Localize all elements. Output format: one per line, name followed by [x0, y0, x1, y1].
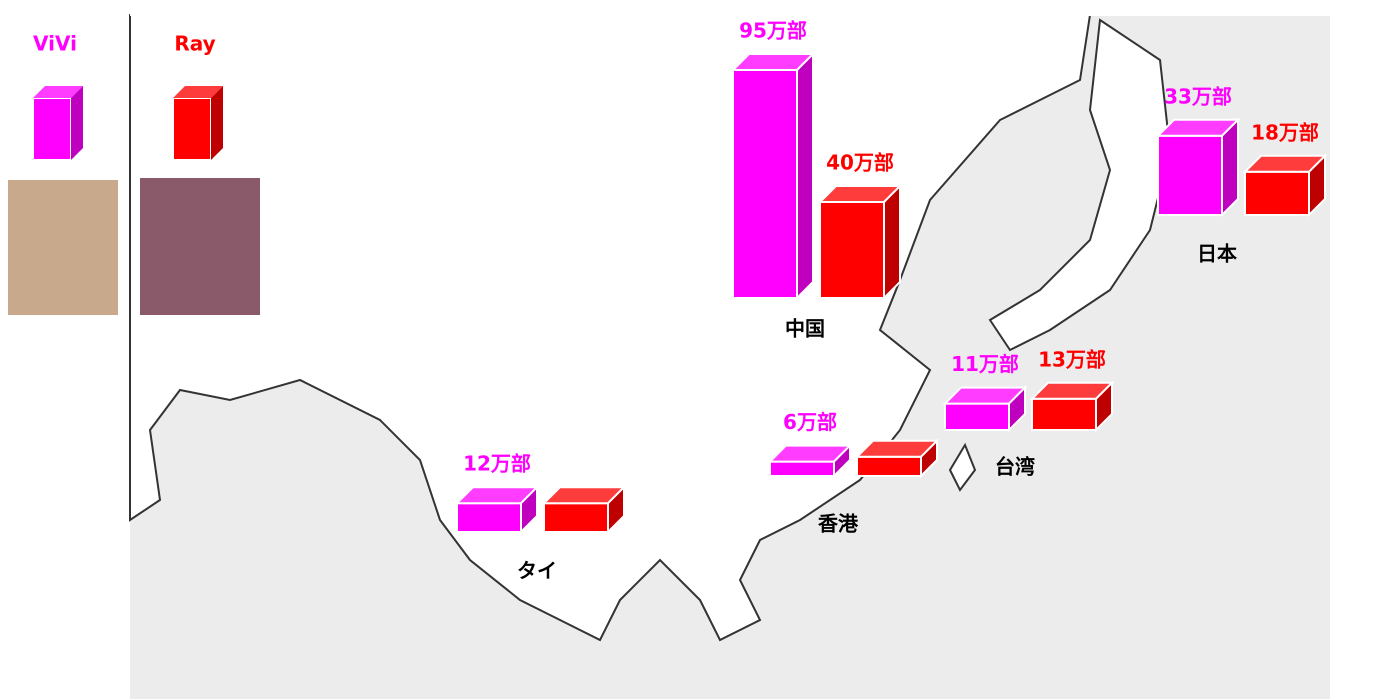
bar-front — [945, 404, 1009, 430]
bar — [770, 446, 850, 476]
legend-label: Ray — [174, 32, 215, 56]
legend-label: ViVi — [33, 32, 77, 56]
legend-swatch-side — [211, 86, 223, 160]
value-label: 40万部 — [826, 151, 894, 175]
bar — [733, 54, 813, 298]
value-label: 18万部 — [1251, 120, 1319, 144]
bar-front — [1032, 399, 1096, 430]
legend-swatch — [33, 98, 71, 160]
bar-front — [1245, 172, 1309, 215]
bar — [544, 487, 624, 532]
bar — [857, 441, 937, 476]
ray-cover — [140, 178, 260, 315]
bar-front — [1158, 136, 1222, 215]
bar — [457, 487, 537, 532]
map — [130, 15, 1330, 699]
value-label: 95万部 — [739, 19, 807, 43]
legend-swatch — [173, 98, 211, 160]
category-label: タイ — [517, 559, 557, 583]
value-label: 6万部 — [783, 410, 837, 434]
category-label: 中国 — [785, 317, 825, 341]
bar-front — [733, 70, 797, 298]
bar — [1158, 120, 1238, 215]
bar-front — [820, 202, 884, 298]
value-label: 33万部 — [1164, 84, 1232, 108]
bar — [820, 186, 900, 298]
bar-side — [884, 186, 900, 298]
value-label: 13万部 — [1038, 347, 1106, 371]
bar-side — [1222, 120, 1238, 215]
value-label: 11万部 — [951, 352, 1019, 376]
bar — [945, 388, 1025, 430]
value-label: 12万部 — [463, 452, 531, 476]
bar — [1245, 156, 1325, 215]
bar-front — [457, 503, 521, 532]
category-label: 香港 — [818, 512, 859, 536]
bar-side — [797, 54, 813, 298]
bar-front — [544, 503, 608, 532]
category-label: 台湾 — [995, 455, 1035, 479]
legend-swatch-side — [71, 86, 83, 160]
bar-front — [770, 462, 834, 476]
bar-front — [857, 457, 921, 476]
chart: 中国 95万部 40万部日本 33万部 18万部台湾 11万部 13万部香港 6万部タイ 12万… — [0, 0, 1373, 699]
bar — [1032, 383, 1112, 430]
vivi-cover — [8, 180, 118, 315]
category-label: 日本 — [1197, 242, 1237, 266]
